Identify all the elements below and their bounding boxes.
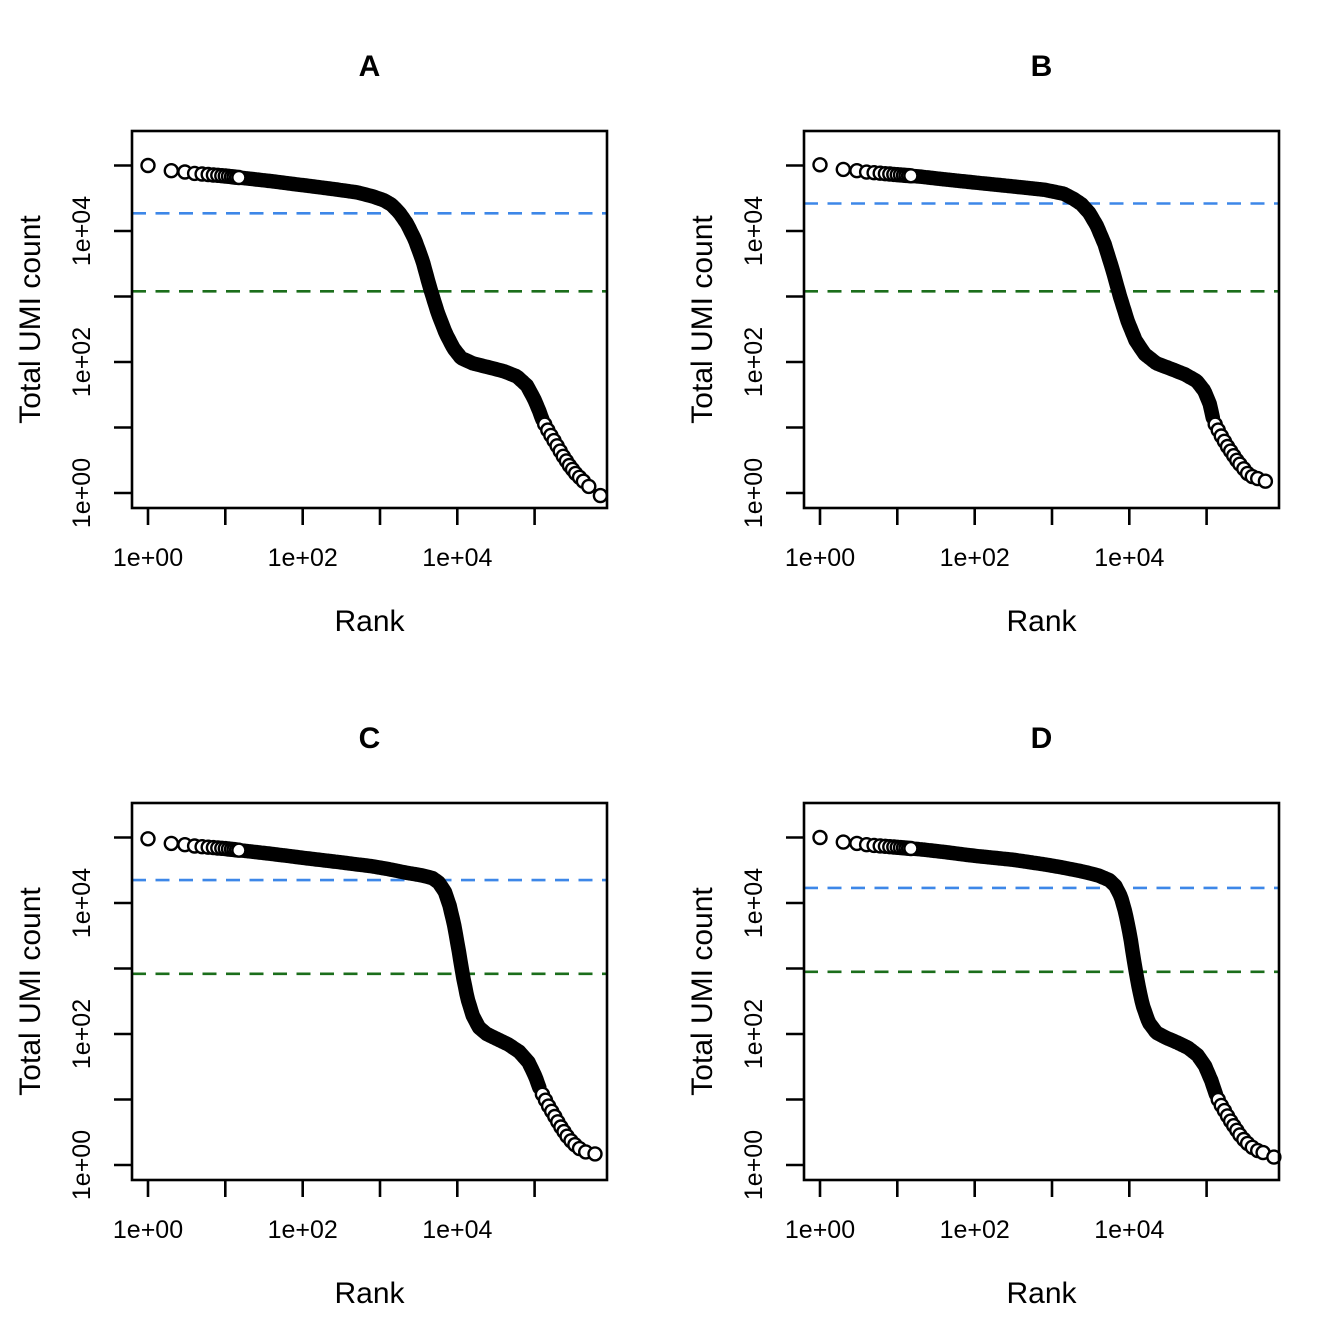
y-tick-label: 1e+04 <box>740 196 768 266</box>
y-tick-label: 1e+02 <box>740 327 768 397</box>
data-point <box>903 168 919 184</box>
panel-C: C 1e+00 1e+02 1e+04 Rank 1e+00 1e+02 1e+04 Total… <box>0 672 672 1344</box>
y-tick-label: 1e+00 <box>68 1130 96 1200</box>
y-tick-label: 1e+00 <box>740 1130 768 1200</box>
data-point <box>835 161 852 178</box>
curve-tail-points <box>1210 1091 1282 1165</box>
data-point <box>1266 1149 1282 1165</box>
panel-C-plot-svg: C 1e+00 1e+02 1e+04 Rank 1e+00 1e+02 1e+04 Total… <box>14 722 609 1310</box>
data-point <box>812 157 828 173</box>
x-axis: 1e+00 1e+02 1e+04 Rank <box>785 508 1208 638</box>
rank-curve-band <box>219 168 550 427</box>
y-tick-label: 1e+04 <box>740 868 768 938</box>
x-axis: 1e+00 1e+02 1e+04 Rank <box>113 1180 536 1310</box>
plot-box <box>802 129 1281 510</box>
data-point <box>592 487 609 504</box>
x-axis: 1e+00 1e+02 1e+04 Rank <box>113 508 536 638</box>
x-tick-label: 1e+02 <box>268 1216 338 1244</box>
curve-tail-points <box>534 1086 603 1162</box>
y-tick-label: 1e+00 <box>740 458 768 528</box>
x-tick-label: 1e+02 <box>940 544 1010 572</box>
data-point <box>140 831 156 847</box>
rank-curve-band <box>219 841 547 1095</box>
data-point <box>812 829 828 846</box>
panel-title: C <box>359 722 381 755</box>
y-tick-label: 1e+02 <box>68 999 96 1069</box>
x-tick-label: 1e+00 <box>785 1216 855 1244</box>
plot-box <box>130 129 609 510</box>
x-axis-title: Rank <box>1006 605 1077 638</box>
panel-A-plot-svg: A 1e+00 1e+02 1e+04 Rank 1e+00 1e+02 1e+04 Total… <box>14 50 609 638</box>
y-axis: 1e+00 1e+02 1e+04 Total UMI count <box>14 164 132 528</box>
plot-box <box>130 801 609 1182</box>
y-tick-label: 1e+02 <box>740 999 768 1069</box>
panel-D: D 1e+00 1e+02 1e+04 Rank 1e+00 1e+02 1e+04 Total… <box>672 672 1344 1344</box>
data-point <box>163 162 180 179</box>
y-axis: 1e+00 1e+02 1e+04 Total UMI count <box>14 836 132 1200</box>
panel-B-plot-svg: B 1e+00 1e+02 1e+04 Rank 1e+00 1e+02 1e+04 Total… <box>686 50 1281 638</box>
x-tick-label: 1e+00 <box>785 544 855 572</box>
y-tick-label: 1e+04 <box>68 196 96 266</box>
x-axis-title: Rank <box>1006 1277 1077 1310</box>
data-point <box>581 478 597 495</box>
data-point <box>140 157 156 174</box>
panel-title: B <box>1031 50 1053 83</box>
data-point <box>231 842 247 858</box>
rank-curve-band <box>891 840 1224 1102</box>
data-point <box>835 834 852 850</box>
rank-curve-band <box>891 167 1221 425</box>
data-point <box>231 169 247 186</box>
y-axis-title: Total UMI count <box>14 215 47 424</box>
data-point <box>163 835 180 852</box>
panel-B: B 1e+00 1e+02 1e+04 Rank 1e+00 1e+02 1e+04 Total… <box>672 0 1344 672</box>
plot-box <box>802 801 1281 1182</box>
y-tick-label: 1e+00 <box>68 458 96 528</box>
x-tick-label: 1e+02 <box>268 544 338 572</box>
data-point <box>1257 473 1274 489</box>
panel-D-plot-svg: D 1e+00 1e+02 1e+04 Rank 1e+00 1e+02 1e+04 Total… <box>686 722 1282 1310</box>
panel-title: D <box>1031 722 1053 755</box>
panel-title: A <box>359 50 381 83</box>
y-tick-label: 1e+04 <box>68 868 96 938</box>
x-tick-label: 1e+04 <box>422 1216 492 1244</box>
x-axis-title: Rank <box>334 1277 405 1310</box>
curve-lead-points <box>812 829 919 857</box>
y-axis: 1e+00 1e+02 1e+04 Total UMI count <box>686 836 804 1200</box>
x-tick-label: 1e+04 <box>1094 544 1164 572</box>
curve-tail-points <box>1207 416 1274 489</box>
x-axis: 1e+00 1e+02 1e+04 Rank <box>785 1180 1208 1310</box>
x-tick-label: 1e+02 <box>940 1216 1010 1244</box>
y-axis-title: Total UMI count <box>686 215 719 424</box>
panel-A: A 1e+00 1e+02 1e+04 Rank 1e+00 1e+02 1e+04 Total… <box>0 0 672 672</box>
x-axis-title: Rank <box>334 605 405 638</box>
x-tick-label: 1e+00 <box>113 544 183 572</box>
x-tick-label: 1e+00 <box>113 1216 183 1244</box>
curve-tail-points <box>537 416 609 504</box>
curve-lead-points <box>140 831 247 858</box>
y-axis: 1e+00 1e+02 1e+04 Total UMI count <box>686 164 804 528</box>
y-tick-label: 1e+02 <box>68 327 96 397</box>
y-axis-title: Total UMI count <box>14 887 47 1096</box>
curve-lead-points <box>140 157 247 186</box>
data-point <box>903 840 919 857</box>
x-tick-label: 1e+04 <box>422 544 492 572</box>
curve-lead-points <box>812 157 919 184</box>
data-point <box>587 1146 603 1162</box>
y-axis-title: Total UMI count <box>686 887 719 1096</box>
x-tick-label: 1e+04 <box>1094 1216 1164 1244</box>
